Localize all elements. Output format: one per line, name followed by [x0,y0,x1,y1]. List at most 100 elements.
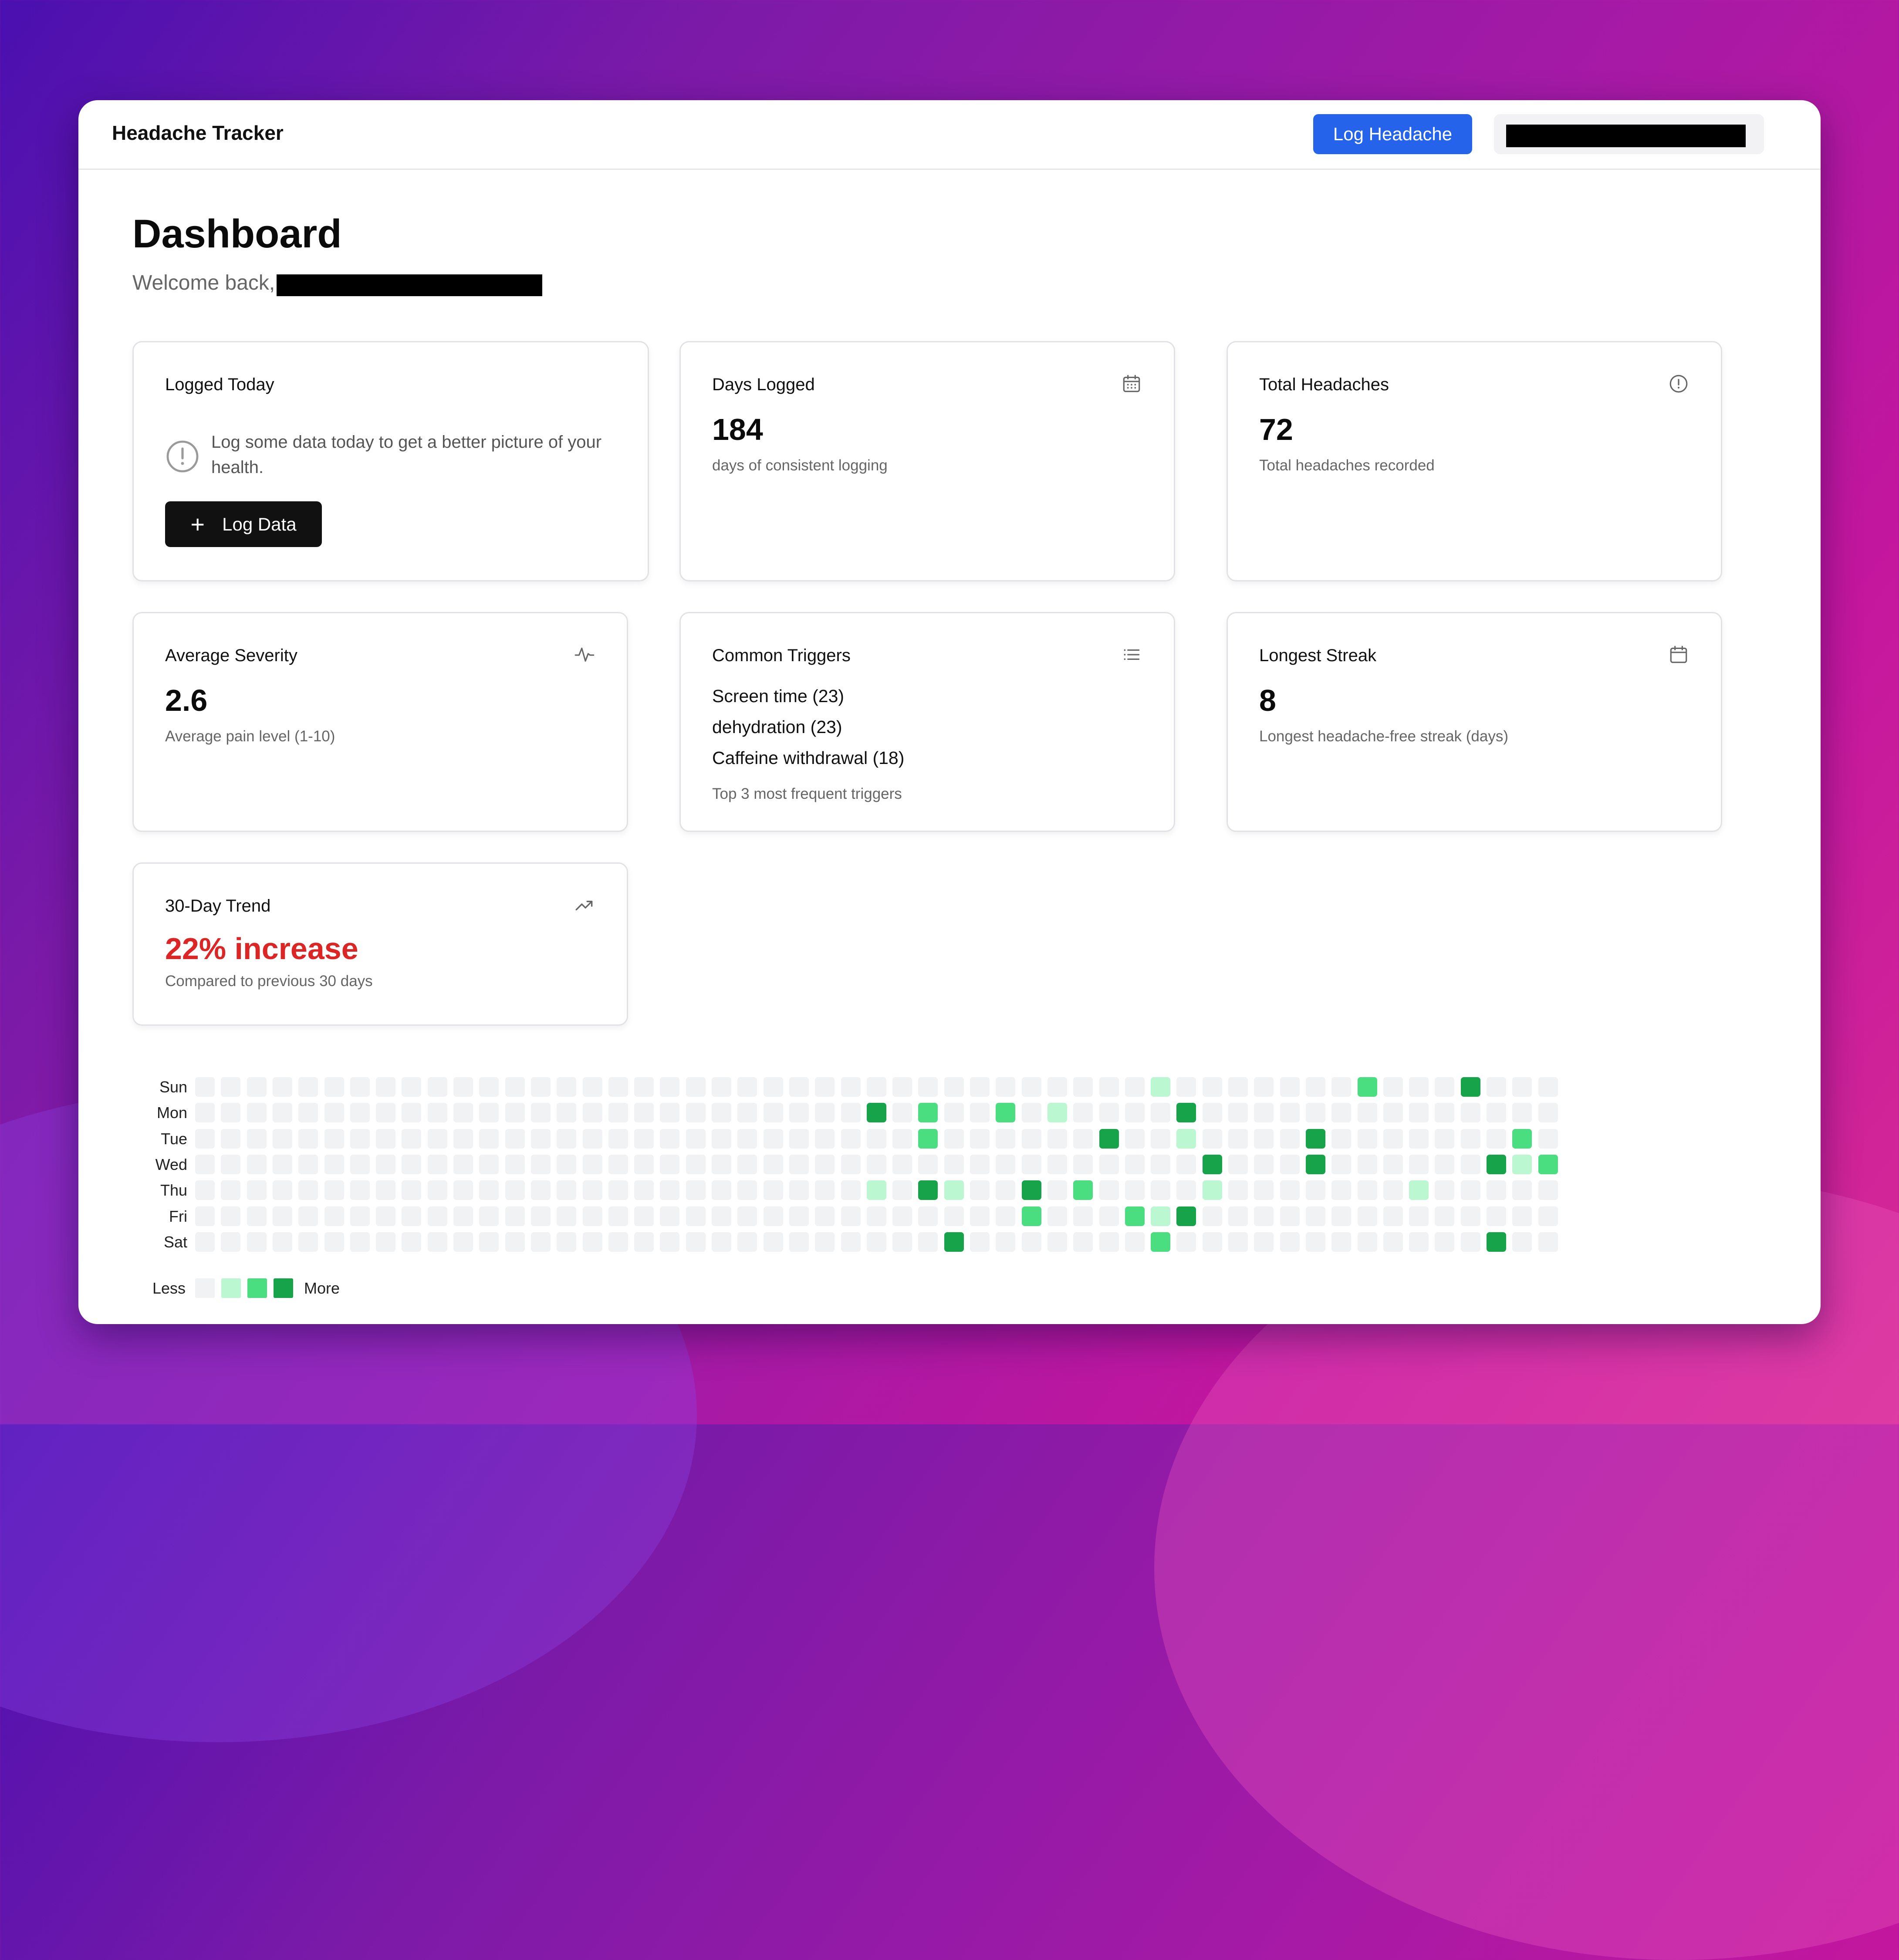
heatmap-cell[interactable] [350,1077,370,1097]
log-data-button[interactable]: + Log Data [165,501,322,547]
heatmap-cell[interactable] [324,1103,344,1123]
heatmap-cell[interactable] [815,1206,835,1226]
heatmap-cell[interactable] [660,1180,680,1200]
heatmap-cell[interactable] [298,1154,318,1174]
heatmap-cell[interactable] [737,1129,757,1149]
heatmap-cell[interactable] [737,1154,757,1174]
heatmap-cell[interactable] [1435,1077,1455,1097]
heatmap-cell[interactable] [582,1180,602,1200]
heatmap-cell[interactable] [376,1232,396,1252]
heatmap-cell[interactable] [712,1154,731,1174]
heatmap-cell[interactable] [1125,1103,1145,1123]
heatmap-cell[interactable] [918,1206,938,1226]
heatmap-cell[interactable] [892,1232,912,1252]
heatmap-cell[interactable] [1487,1154,1506,1174]
heatmap-cell[interactable] [1460,1077,1480,1097]
heatmap-cell[interactable] [1254,1103,1274,1123]
heatmap-cell[interactable] [376,1180,396,1200]
heatmap-cell[interactable] [1538,1206,1558,1226]
heatmap-cell[interactable] [634,1232,654,1252]
heatmap-cell[interactable] [996,1180,1016,1200]
heatmap-cell[interactable] [195,1077,215,1097]
heatmap-cell[interactable] [402,1154,422,1174]
heatmap-cell[interactable] [1487,1077,1506,1097]
heatmap-cell[interactable] [996,1206,1016,1226]
heatmap-cell[interactable] [1460,1129,1480,1149]
heatmap-cell[interactable] [350,1180,370,1200]
heatmap-cell[interactable] [1357,1077,1377,1097]
heatmap-cell[interactable] [298,1077,318,1097]
heatmap-cell[interactable] [866,1154,886,1174]
heatmap-cell[interactable] [221,1232,241,1252]
heatmap-cell[interactable] [350,1206,370,1226]
heatmap-cell[interactable] [1538,1077,1558,1097]
heatmap-cell[interactable] [970,1206,990,1226]
heatmap-cell[interactable] [866,1103,886,1123]
heatmap-cell[interactable] [1512,1103,1532,1123]
heatmap-cell[interactable] [789,1206,809,1226]
heatmap-cell[interactable] [996,1129,1016,1149]
heatmap-cell[interactable] [634,1103,654,1123]
heatmap-cell[interactable] [298,1206,318,1226]
heatmap-cell[interactable] [1073,1077,1093,1097]
heatmap-cell[interactable] [427,1103,447,1123]
heatmap-cell[interactable] [712,1180,731,1200]
heatmap-cell[interactable] [1125,1232,1145,1252]
heatmap-cell[interactable] [531,1129,551,1149]
heatmap-cell[interactable] [815,1180,835,1200]
heatmap-cell[interactable] [1383,1154,1403,1174]
heatmap-cell[interactable] [324,1129,344,1149]
log-headache-button[interactable]: Log Headache [1313,114,1472,154]
heatmap-cell[interactable] [195,1206,215,1226]
heatmap-cell[interactable] [1047,1180,1067,1200]
heatmap-cell[interactable] [737,1077,757,1097]
heatmap-cell[interactable] [376,1103,396,1123]
heatmap-cell[interactable] [427,1232,447,1252]
heatmap-cell[interactable] [402,1232,422,1252]
heatmap-cell[interactable] [1021,1232,1041,1252]
heatmap-cell[interactable] [1254,1206,1274,1226]
heatmap-cell[interactable] [479,1154,499,1174]
heatmap-cell[interactable] [221,1180,241,1200]
heatmap-cell[interactable] [1125,1129,1145,1149]
heatmap-cell[interactable] [712,1206,731,1226]
heatmap-cell[interactable] [866,1232,886,1252]
heatmap-cell[interactable] [350,1129,370,1149]
heatmap-cell[interactable] [1280,1077,1300,1097]
heatmap-cell[interactable] [634,1154,654,1174]
heatmap-cell[interactable] [402,1180,422,1200]
heatmap-cell[interactable] [634,1129,654,1149]
heatmap-cell[interactable] [1305,1206,1325,1226]
heatmap-cell[interactable] [1305,1077,1325,1097]
heatmap-cell[interactable] [272,1154,292,1174]
heatmap-cell[interactable] [272,1129,292,1149]
heatmap-cell[interactable] [789,1154,809,1174]
heatmap-cell[interactable] [944,1180,964,1200]
heatmap-cell[interactable] [427,1129,447,1149]
heatmap-cell[interactable] [1383,1129,1403,1149]
heatmap-cell[interactable] [1176,1154,1196,1174]
heatmap-cell[interactable] [1021,1154,1041,1174]
heatmap-cell[interactable] [350,1154,370,1174]
heatmap-cell[interactable] [608,1206,628,1226]
heatmap-cell[interactable] [402,1129,422,1149]
heatmap-cell[interactable] [1254,1077,1274,1097]
heatmap-cell[interactable] [557,1180,577,1200]
heatmap-cell[interactable] [1073,1206,1093,1226]
heatmap-cell[interactable] [272,1232,292,1252]
heatmap-cell[interactable] [1047,1103,1067,1123]
heatmap-cell[interactable] [686,1232,706,1252]
user-menu[interactable] [1494,114,1764,154]
heatmap-cell[interactable] [221,1077,241,1097]
heatmap-cell[interactable] [1460,1232,1480,1252]
heatmap-cell[interactable] [1409,1103,1429,1123]
heatmap-cell[interactable] [1305,1180,1325,1200]
heatmap-cell[interactable] [634,1077,654,1097]
heatmap-cell[interactable] [479,1103,499,1123]
heatmap-cell[interactable] [1099,1154,1119,1174]
heatmap-cell[interactable] [247,1154,267,1174]
heatmap-cell[interactable] [686,1154,706,1174]
heatmap-cell[interactable] [737,1180,757,1200]
heatmap-cell[interactable] [427,1154,447,1174]
heatmap-cell[interactable] [1099,1206,1119,1226]
